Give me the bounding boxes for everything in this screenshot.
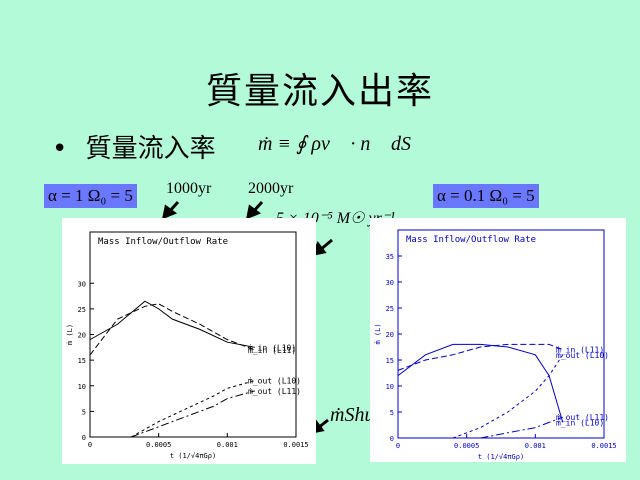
y-tick-label: 5 [82,408,86,416]
x-tick-label: 0.001 [217,441,238,449]
chart-title: Mass Inflow/Outflow Rate [406,235,536,245]
shu-rate-label: ṁShu [330,404,375,426]
series-label-2: ṁ_out (L10) [556,351,609,360]
series-label-2: ṁ_out (L10) [248,377,301,386]
x-axis-label: t (1/√4πGρ) [478,453,524,461]
mass-flow-formula: ṁ ≡ ∮ ρv⃗ · n⃗ dS [258,133,411,155]
plot-frame [397,229,605,439]
series-line-0 [397,343,564,423]
y-tick-label: 35 [386,253,394,261]
x-tick-label: 0.0015 [283,441,308,449]
y-tick-label: 15 [78,357,86,365]
x-tick-label: 0.0005 [454,442,479,450]
x-tick-label: 0 [88,441,92,449]
y-tick-label: 10 [386,383,394,391]
y-axis-label: ṁ (L) [374,323,382,344]
y-tick-label: 30 [386,279,394,287]
series-line-1 [89,303,255,356]
right-plot-panel: Mass Inflow/Outflow Rate 0 5 10 15 20 25 30 35 0 0… [370,218,626,462]
y-tick-label: 20 [386,331,394,339]
series-label-0: ṁ_in (L10) [248,343,296,352]
series-line-2 [130,380,255,438]
series-label-1: ṁ_in (L11) [556,346,604,355]
x-tick-label: 0 [396,442,400,450]
left-plot-svg: Mass Inflow/Outflow Rate 0 5 10 15 20 25 30 0 0.0… [66,231,309,460]
series-label-1: ṁ_in (L11) [248,346,296,355]
series-line-2 [452,354,564,439]
chart-title: Mass Inflow/Outflow Rate [98,237,228,247]
bullet-item: • 質量流入率 [52,128,216,165]
left-params-badge: α = 1 Ω₀ = 5 [44,184,137,208]
series-line-3 [480,416,563,439]
bullet-marker: • [52,134,68,164]
series-line-0 [89,300,255,348]
series-line-3 [131,390,255,438]
y-tick-label: 0 [82,434,86,442]
x-axis-label: t (1/√4πGρ) [170,452,216,460]
y-axis-label: ṁ (L) [66,324,74,345]
y-tick-label: 0 [390,435,394,443]
y-tick-label: 10 [78,383,86,391]
y-tick-label: 5 [390,409,394,417]
series-label-3: ṁ_out (L11) [248,387,301,396]
series-line-1 [397,343,563,371]
y-tick-label: 25 [386,305,394,313]
time-2000yr-label: 2000yr [248,180,294,197]
y-tick-label: 30 [78,280,86,288]
arrow-1000yr-head-icon [161,204,178,220]
x-tick-label: 0.0015 [591,442,616,450]
y-tick-label: 15 [386,357,394,365]
arrow-rate-head-icon [311,240,327,257]
time-1000yr-label: 1000yr [166,180,212,197]
series-label-0: ṁ_in (L10) [556,418,604,427]
series-label-3: ṁ_out (L11) [556,413,609,422]
right-params-badge: α = 0.1 Ω₀ = 5 [433,184,539,208]
slide-title: 質量流入出率 [205,71,434,112]
bullet-text: 質量流入率 [85,134,216,164]
plot-frame [89,231,297,438]
x-tick-label: 0.0005 [146,441,171,449]
y-tick-label: 25 [78,306,86,314]
left-plot-panel: Mass Inflow/Outflow Rate 0 5 10 15 20 25 30 0 0.0… [62,218,316,464]
x-tick-label: 0.001 [525,442,546,450]
y-tick-label: 20 [78,332,86,340]
right-plot-svg: Mass Inflow/Outflow Rate 0 5 10 15 20 25 30 35 0 0… [374,229,617,461]
arrow-2000yr-head-icon [245,204,262,220]
